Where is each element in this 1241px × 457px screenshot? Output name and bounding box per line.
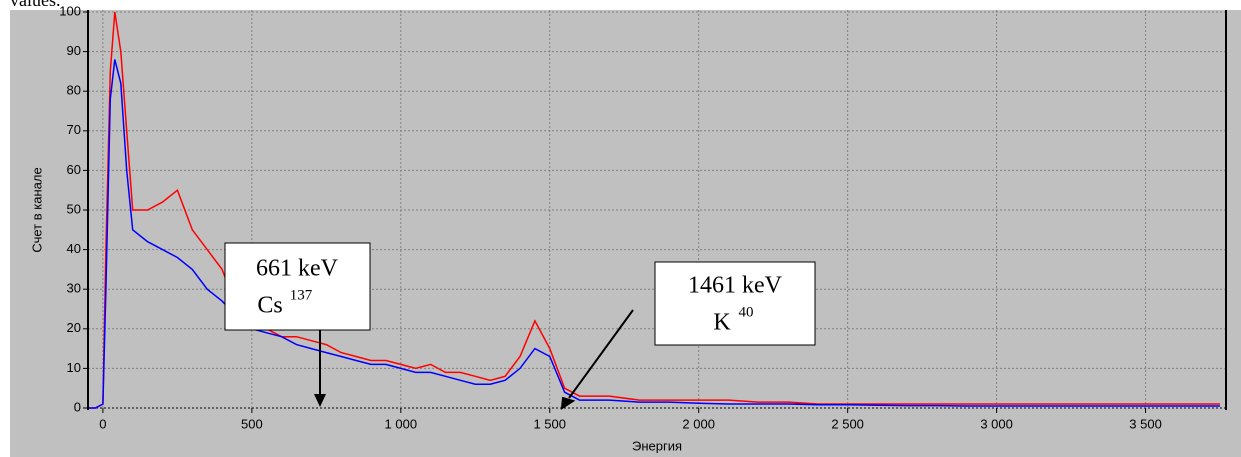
x-tick-label: 2 500	[831, 416, 864, 431]
annotation: 661 keV Cs 137	[224, 242, 371, 407]
y-tick-label: 10	[67, 360, 81, 375]
y-tick-label: 50	[67, 201, 81, 216]
y-tick-label: 90	[67, 43, 81, 58]
y-tick-label: 0	[74, 399, 81, 414]
x-tick-label: 0	[99, 416, 106, 431]
x-tick-label: 2 000	[682, 416, 715, 431]
arrow-head	[560, 396, 576, 410]
series-line	[88, 59, 1220, 409]
annotation-energy: 661 keV	[256, 256, 339, 282]
y-tick-label: 60	[67, 162, 81, 177]
annotation-element: Cs	[257, 293, 282, 319]
y-axis-label: Счет в канале	[29, 167, 44, 252]
y-tick-label: 70	[67, 122, 81, 137]
annotation-mass: 137	[290, 287, 313, 303]
series-line	[88, 11, 1220, 409]
annotation-mass: 40	[739, 304, 754, 320]
annotation-box	[654, 261, 816, 346]
y-tick-label: 20	[67, 320, 81, 335]
x-axis-label: Энергия	[632, 438, 682, 453]
arrow-head	[314, 394, 326, 407]
panel	[10, 10, 1241, 457]
x-tick-label: 3 500	[1129, 416, 1162, 431]
x-tick-label: 500	[241, 416, 263, 431]
caption: values.	[10, 0, 60, 10]
arrow	[568, 309, 634, 399]
annotation-element: K	[713, 310, 731, 336]
x-tick-label: 1 500	[533, 416, 566, 431]
y-tick-label: 80	[67, 83, 81, 98]
y-tick-label: 100	[59, 3, 81, 18]
y-tick-label: 40	[67, 241, 81, 256]
x-tick-label: 3 000	[980, 416, 1013, 431]
annotation-box	[224, 242, 371, 331]
annotation: 1461 keV K 40	[560, 261, 816, 410]
y-tick-label: 30	[67, 281, 81, 296]
x-tick-label: 1 000	[385, 416, 418, 431]
annotation-energy: 1461 keV	[688, 273, 783, 299]
